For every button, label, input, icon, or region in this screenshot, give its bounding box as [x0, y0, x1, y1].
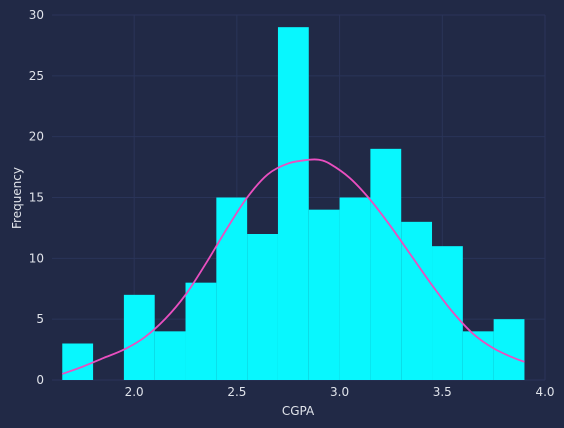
y-tick-label: 0 [36, 373, 44, 387]
histogram-bar [247, 234, 278, 380]
kde-curve-group [61, 158, 525, 375]
histogram-bar [370, 148, 402, 380]
histogram-bar [339, 197, 371, 380]
histogram-bar [277, 27, 309, 381]
histogram-bar [62, 343, 94, 380]
y-axis-ticks: 0 5 10 15 20 25 30 [29, 8, 44, 387]
x-tick-label: 4.0 [535, 385, 554, 399]
histogram-bar [493, 319, 525, 380]
kde-curve [61, 158, 525, 375]
histogram-bar [123, 294, 155, 380]
x-tick-label: 3.5 [433, 385, 452, 399]
histogram-bar [216, 197, 248, 380]
x-axis-label: CGPA [282, 404, 315, 418]
y-tick-label: 25 [29, 69, 44, 83]
histogram-bar [185, 282, 217, 380]
x-tick-label: 2.5 [227, 385, 246, 399]
histogram-bar [432, 246, 463, 380]
histogram-bar [462, 331, 494, 380]
y-tick-label: 15 [29, 191, 44, 205]
x-axis-ticks: 2.0 2.5 3.0 3.5 4.0 [125, 385, 555, 399]
x-tick-label: 2.0 [125, 385, 144, 399]
histogram-bar [154, 331, 186, 380]
y-tick-label: 10 [29, 251, 44, 265]
y-tick-label: 5 [36, 312, 44, 326]
y-tick-label: 20 [29, 130, 44, 144]
histogram-bar [401, 221, 433, 380]
y-tick-label: 30 [29, 8, 44, 22]
y-axis-label: Frequency [10, 167, 24, 229]
histogram-bars [62, 27, 525, 381]
histogram-bar [308, 209, 340, 380]
x-tick-label: 3.0 [330, 385, 349, 399]
